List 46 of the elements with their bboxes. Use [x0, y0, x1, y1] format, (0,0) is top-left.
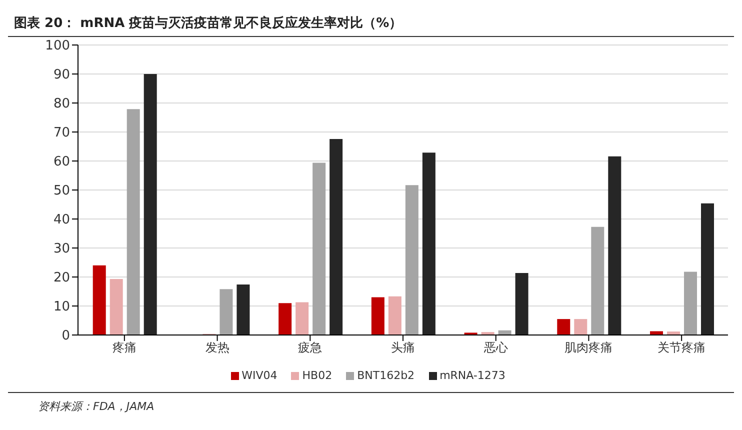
y-tick-label: 80: [53, 96, 70, 112]
y-tick-label: 20: [53, 270, 70, 286]
bar: [330, 138, 343, 335]
bar: [701, 203, 714, 335]
bar: [92, 265, 106, 335]
bar: [684, 272, 697, 335]
bar: [126, 109, 140, 335]
text: 资料来源：FDA，JAMA: [8, 392, 734, 414]
chart-title: 图表 20： mRNA 疫苗与灭活疫苗常见不良反应发生率对比（%）: [8, 8, 734, 37]
x-tick-label: 头痛: [391, 340, 415, 355]
bar: [144, 74, 157, 335]
legend-label: mRNA-1273: [438, 369, 506, 382]
y-tick-label: 50: [53, 184, 70, 199]
x-tick-label: 发热: [205, 340, 230, 355]
bar: [608, 156, 622, 335]
bar: [515, 272, 528, 335]
bar: [296, 302, 309, 335]
bar: [236, 284, 250, 335]
bar: [574, 319, 588, 335]
x-tick-label: 疲急: [298, 340, 322, 355]
bar: [591, 226, 604, 335]
y-tick-label: 100: [45, 38, 70, 54]
x-tick-label: 肌肉疼痛: [564, 340, 613, 355]
bar: [422, 152, 436, 335]
x-tick-label: 疼痛: [112, 340, 136, 355]
y-tick-label: 90: [53, 68, 70, 83]
bar: [371, 297, 384, 335]
bar: [557, 319, 570, 335]
legend-label: BNT162b2: [356, 369, 415, 382]
y-tick-label: 70: [53, 126, 70, 141]
bar: [388, 296, 402, 335]
legend-label: WIV04: [240, 369, 278, 382]
bar: [110, 279, 123, 335]
bar: [650, 331, 663, 335]
x-tick-label: 恶心: [482, 340, 508, 355]
y-tick-label: 40: [53, 212, 70, 228]
bar: [312, 162, 326, 335]
bar: [220, 289, 233, 335]
y-tick-label: 30: [53, 242, 70, 257]
legend-label: HB02: [301, 369, 332, 382]
y-tick-label: 0: [62, 328, 70, 344]
y-tick-label: 60: [53, 154, 70, 170]
y-tick-label: 10: [53, 300, 70, 315]
bar: [278, 303, 292, 335]
bar: [405, 185, 418, 335]
x-tick-label: 关节疼痛: [658, 340, 706, 355]
